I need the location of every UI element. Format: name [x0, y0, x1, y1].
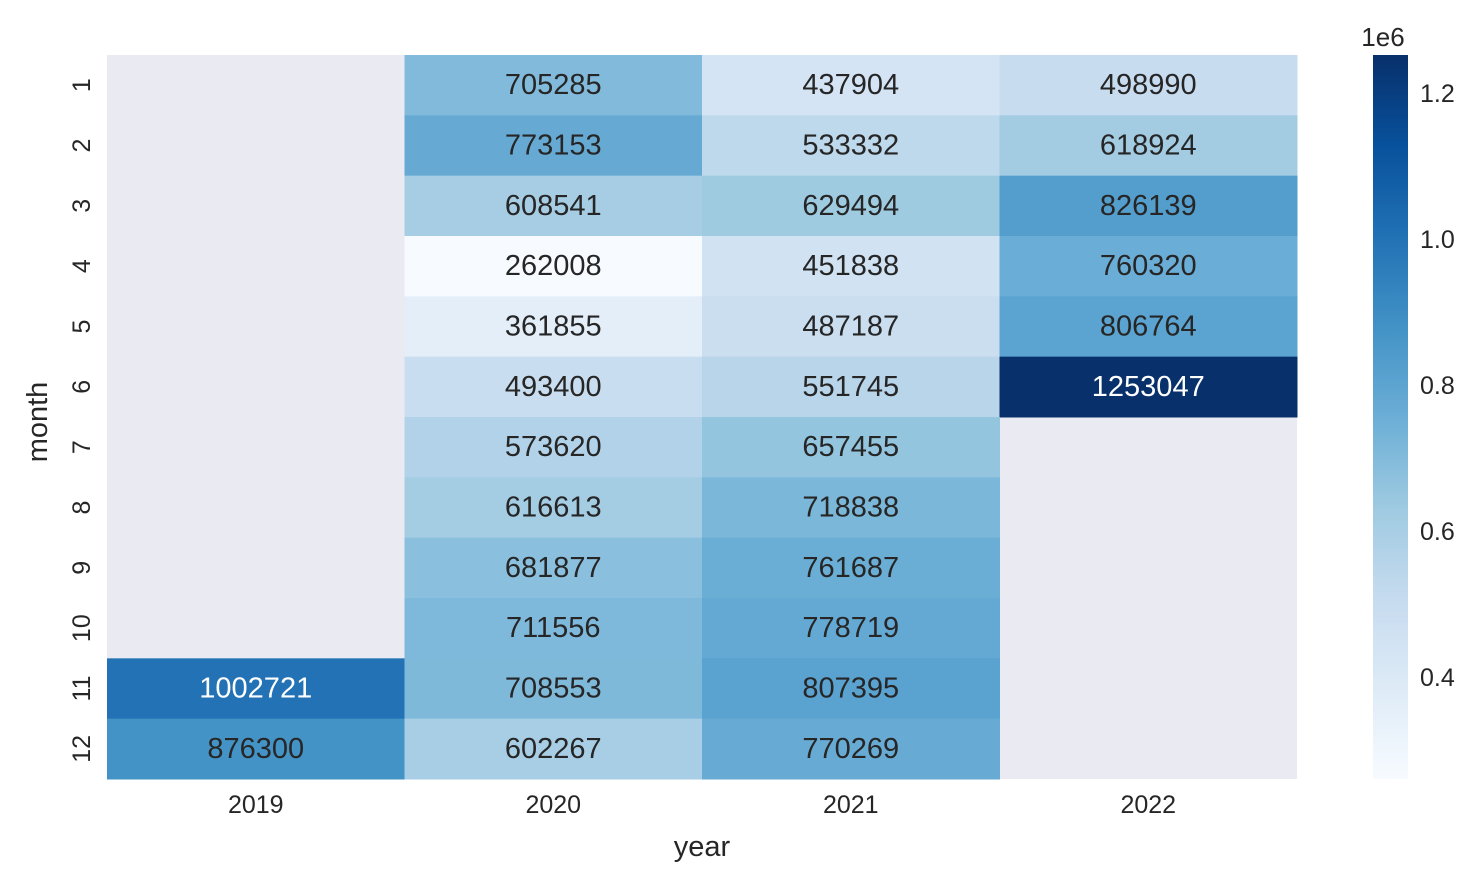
y-tick-label: 3	[68, 199, 96, 213]
cell-value-label: 761687	[802, 552, 899, 584]
y-tick-label: 7	[68, 440, 96, 454]
heatmap-cell	[999, 296, 1298, 358]
heatmap-cell	[702, 537, 1000, 599]
y-tick-label: 11	[68, 676, 96, 702]
heatmap-cell	[404, 598, 703, 659]
cell-value-label: 708553	[505, 673, 602, 705]
heatmap-cell	[404, 477, 703, 539]
y-tick-label: 4	[68, 259, 96, 273]
colorbar-ticks: 0.4 0.6 0.8 1.0 1.2	[1420, 80, 1455, 692]
heatmap-cell	[702, 477, 1000, 539]
cell-value-label: 608541	[505, 190, 602, 222]
x-axis-label: year	[674, 831, 731, 863]
x-tick-label: 2021	[823, 791, 879, 819]
heatmap-cell	[702, 236, 1000, 297]
x-tick-label: 2020	[525, 791, 581, 819]
cell-value-label: 533332	[802, 130, 899, 162]
colorbar-tick-label: 0.8	[1420, 372, 1455, 400]
heatmap-cell	[999, 236, 1298, 297]
heatmap-cell	[404, 356, 703, 418]
heatmap-cell	[999, 175, 1298, 237]
colorbar-multiplier: 1e6	[1361, 22, 1404, 52]
x-axis-ticks: 2019 2020 2021 2022	[228, 791, 1176, 819]
heatmap-cell	[702, 356, 1000, 418]
cell-value-labels: 705285 437904 498990 773153 533332 618924 6085…	[199, 69, 1204, 765]
x-tick-label: 2019	[228, 791, 284, 819]
colorbar-tick-label: 0.6	[1420, 518, 1455, 546]
cell-value-label: 629494	[802, 190, 899, 222]
heatmap-cell	[702, 598, 1000, 659]
heatmap-cell	[702, 718, 1000, 780]
cell-value-label: 1002721	[199, 673, 312, 705]
heatmap-cell	[107, 718, 405, 780]
colorbar	[1373, 55, 1408, 779]
cell-value-label: 705285	[505, 69, 602, 101]
cell-value-label: 778719	[802, 612, 899, 644]
cell-value-label: 806764	[1100, 311, 1197, 343]
heatmap-cell	[404, 175, 703, 237]
cell-value-label: 1253047	[1092, 371, 1205, 403]
heatmap-cell	[404, 417, 703, 478]
cell-value-label: 807395	[802, 673, 899, 705]
x-tick-label: 2022	[1120, 791, 1176, 819]
colorbar-tick-label: 1.2	[1420, 80, 1455, 108]
cell-value-label: 618924	[1100, 130, 1197, 162]
y-axis-label: month	[22, 382, 54, 463]
cell-value-label: 262008	[505, 250, 602, 282]
heatmap-cell	[999, 55, 1298, 116]
heatmap-cell	[999, 115, 1298, 177]
heatmap-cell	[404, 658, 703, 720]
cell-value-label: 770269	[802, 733, 899, 765]
cell-value-label: 826139	[1100, 190, 1197, 222]
cell-value-label: 361855	[505, 311, 602, 343]
y-tick-label: 9	[68, 561, 96, 575]
cell-value-label: 773153	[505, 130, 602, 162]
heatmap-cells	[107, 55, 1298, 780]
heatmap-cell	[404, 236, 703, 297]
cell-value-label: 493400	[505, 371, 602, 403]
cell-value-label: 681877	[505, 552, 602, 584]
y-tick-label: 2	[68, 139, 96, 153]
y-tick-label: 10	[68, 614, 96, 642]
heatmap-cell	[702, 115, 1000, 177]
cell-value-label: 760320	[1100, 250, 1197, 282]
heatmap-cell	[702, 658, 1000, 720]
cell-value-label: 718838	[802, 492, 899, 524]
heatmap-cell	[702, 175, 1000, 237]
cell-value-label: 602267	[505, 733, 602, 765]
cell-value-label: 876300	[207, 733, 304, 765]
cell-value-label: 498990	[1100, 69, 1197, 101]
colorbar-tick-label: 0.4	[1420, 664, 1455, 692]
heatmap-cell	[702, 417, 1000, 478]
heatmap-cell	[702, 296, 1000, 358]
cell-value-label: 616613	[505, 492, 602, 524]
y-tick-label: 12	[68, 735, 96, 763]
y-tick-label: 1	[68, 78, 96, 92]
heatmap-cell	[404, 115, 703, 177]
heatmap-cell	[107, 658, 405, 720]
y-tick-label: 5	[68, 320, 96, 334]
cell-value-label: 437904	[802, 69, 899, 101]
heatmap-cell	[702, 55, 1000, 116]
heatmap-cell	[404, 718, 703, 780]
heatmap-cell	[404, 55, 703, 116]
y-tick-label: 8	[68, 501, 96, 515]
cell-value-label: 711556	[506, 612, 601, 644]
y-tick-label: 6	[68, 380, 96, 394]
colorbar-tick-label: 1.0	[1420, 226, 1455, 254]
cell-value-label: 551745	[802, 371, 899, 403]
heatmap-cell	[404, 537, 703, 599]
cell-value-label: 487187	[802, 311, 899, 343]
cell-value-label: 657455	[802, 431, 899, 463]
heatmap-cell	[999, 356, 1298, 418]
heatmap-cell	[404, 296, 703, 358]
cell-value-label: 451838	[802, 250, 899, 282]
cell-value-label: 573620	[505, 431, 602, 463]
